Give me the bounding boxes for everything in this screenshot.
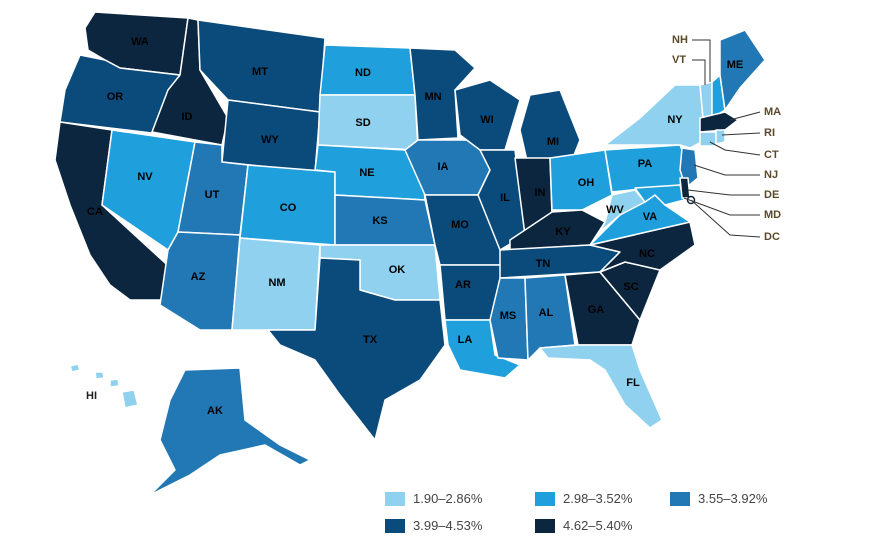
label-wa: WA [131, 36, 149, 48]
label-fl: FL [626, 377, 640, 389]
state-ga [564, 271, 641, 346]
legend-item-1: 1.90–2.86% [385, 491, 482, 506]
label-nc: NC [639, 248, 655, 260]
label-al: AL [539, 307, 554, 319]
label-mn: MN [424, 91, 441, 103]
label-la: LA [458, 334, 473, 346]
state-ct [699, 131, 717, 147]
label-mt: MT [252, 66, 268, 78]
leader-nj [693, 164, 760, 176]
legend-swatch [385, 491, 405, 506]
callout-vt: VT [672, 54, 686, 66]
state-labels: WA OR CA ID NV MT WY UT AZ CO NM ND SD N… [87, 36, 743, 417]
leader-dc [690, 199, 761, 238]
label-va: VA [643, 211, 658, 223]
label-ca: CA [87, 206, 103, 218]
legend-swatch [670, 491, 690, 506]
label-nm: NM [268, 277, 285, 289]
state-vt [699, 81, 713, 119]
leader-ct [709, 141, 761, 156]
legend-label: 2.98–3.52% [563, 491, 633, 506]
label-ne: NE [359, 167, 374, 179]
state-nc [589, 221, 696, 273]
callout-md: MD [764, 209, 781, 221]
label-wy: WY [261, 134, 279, 146]
legend-item-4: 3.99–4.53% [385, 518, 482, 533]
state-de [679, 177, 691, 199]
label-pa: PA [638, 158, 653, 170]
leader-md [683, 197, 760, 216]
leader-ma [729, 111, 761, 121]
label-sc: SC [623, 281, 638, 293]
legend-swatch [535, 518, 555, 533]
state-oh [549, 149, 613, 211]
callout-dc: DC [764, 231, 780, 243]
callout-ct: CT [764, 149, 779, 161]
label-mi: MI [547, 136, 559, 148]
label-tx: TX [363, 334, 378, 346]
callout-nj: NJ [764, 169, 778, 181]
label-tn: TN [536, 258, 551, 270]
leader-de [687, 189, 760, 196]
label-co: CO [280, 202, 297, 214]
state-tx [267, 257, 446, 441]
label-wv: WV [606, 204, 624, 216]
callout-ri: RI [764, 127, 775, 139]
state-ny [604, 84, 706, 149]
label-ok: OK [389, 264, 406, 276]
leader-vt [692, 59, 706, 85]
label-ak: AK [207, 405, 223, 417]
legend-item-2: 2.98–3.52% [535, 491, 632, 506]
label-ks: KS [372, 215, 387, 227]
label-ny: NY [667, 114, 683, 126]
leader-ri [721, 132, 761, 136]
label-ms: MS [500, 310, 517, 322]
state-mn [409, 47, 476, 141]
callout-ma: MA [764, 106, 781, 118]
legend: 1.90–2.86% 2.98–3.52% 3.55–3.92% 3.99–4.… [385, 485, 805, 540]
state-fl [539, 344, 663, 429]
label-mo: MO [451, 219, 469, 231]
label-nv: NV [137, 171, 153, 183]
callout-nh: NH [672, 34, 688, 46]
state-mi [519, 89, 581, 166]
label-me: ME [727, 59, 744, 71]
state-ak [149, 367, 311, 496]
label-ia: IA [438, 161, 449, 173]
leader-nh [692, 39, 711, 82]
label-or: OR [107, 91, 124, 103]
legend-item-5: 4.62–5.40% [535, 518, 632, 533]
label-ga: GA [588, 304, 605, 316]
legend-label: 4.62–5.40% [563, 518, 633, 533]
label-id: ID [182, 111, 193, 123]
legend-label: 3.99–4.53% [413, 518, 483, 533]
small-state-callouts: NH VT MA RI CT NJ DE MD DC HI [86, 34, 781, 402]
label-wi: WI [480, 114, 493, 126]
state-ma [699, 111, 739, 133]
callout-de: DE [764, 189, 779, 201]
legend-label: 3.55–3.92% [698, 491, 768, 506]
legend-swatch [535, 491, 555, 506]
label-oh: OH [578, 177, 595, 189]
label-az: AZ [191, 271, 206, 283]
label-in: IN [535, 187, 546, 199]
state-hi [69, 363, 139, 409]
legend-item-3: 3.55–3.92% [670, 491, 767, 506]
label-nd: ND [355, 67, 371, 79]
state-me [719, 29, 766, 111]
label-sd: SD [355, 117, 370, 129]
callout-hi: HI [86, 390, 97, 402]
state-ms [489, 277, 529, 361]
legend-label: 1.90–2.86% [413, 491, 483, 506]
label-ky: KY [555, 226, 571, 238]
label-il: IL [500, 192, 510, 204]
legend-swatch [385, 518, 405, 533]
label-ut: UT [205, 189, 220, 201]
label-ar: AR [455, 279, 471, 291]
state-ri [715, 129, 726, 145]
